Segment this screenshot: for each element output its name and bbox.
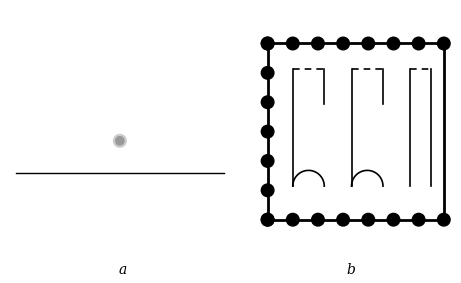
Circle shape [261,67,274,79]
Circle shape [116,137,124,145]
Text: a: a [118,263,126,277]
Circle shape [312,213,324,226]
Circle shape [286,213,299,226]
Ellipse shape [104,59,136,126]
Bar [267,44,444,220]
Circle shape [261,213,274,226]
Circle shape [261,184,274,197]
Circle shape [337,37,349,50]
Ellipse shape [134,139,191,188]
Circle shape [387,37,400,50]
Circle shape [437,37,450,50]
Circle shape [261,213,274,226]
Circle shape [437,213,450,226]
Ellipse shape [49,139,106,188]
Circle shape [412,213,425,226]
Circle shape [387,213,400,226]
Circle shape [261,155,274,167]
Circle shape [286,37,299,50]
Text: b: b [346,263,355,277]
Circle shape [261,125,274,138]
Circle shape [337,213,349,226]
Circle shape [261,37,274,50]
Circle shape [261,37,274,50]
Circle shape [261,96,274,108]
Circle shape [412,37,425,50]
Circle shape [312,37,324,50]
Circle shape [113,134,126,147]
Circle shape [362,37,375,50]
Circle shape [362,213,375,226]
